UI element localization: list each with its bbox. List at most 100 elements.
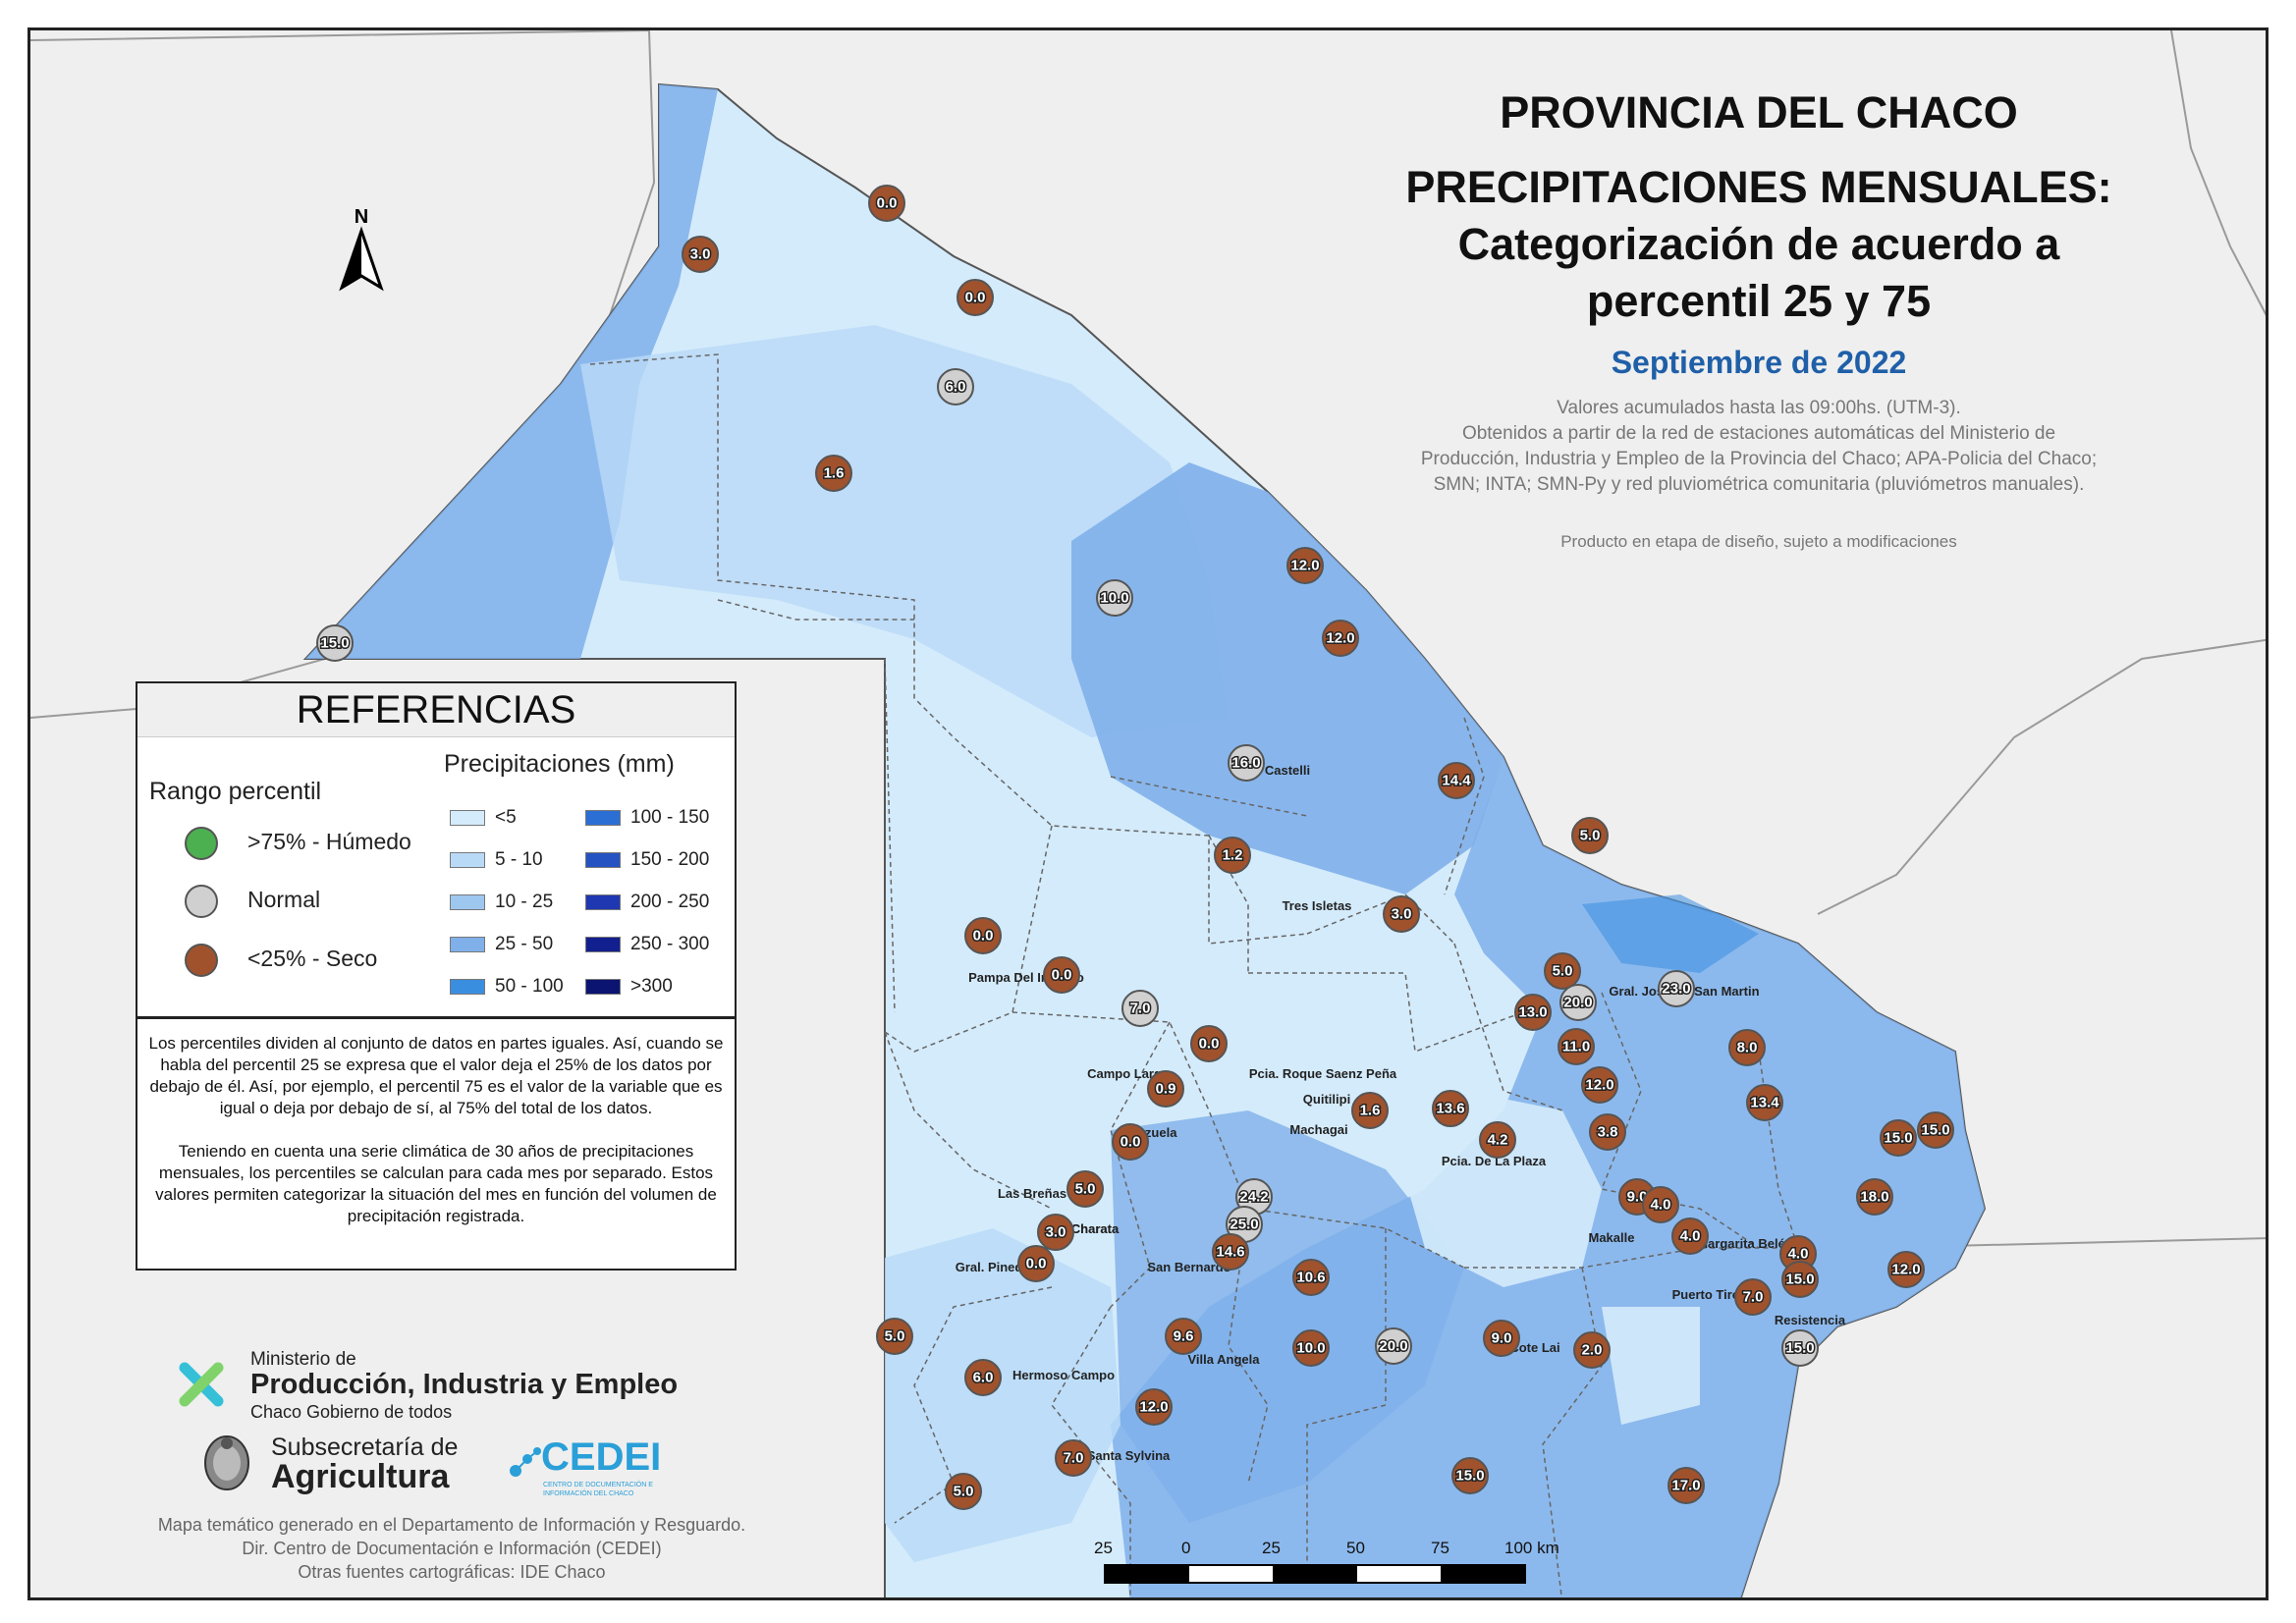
station-marker: 14.6 bbox=[1212, 1233, 1249, 1271]
station-marker: 15.0 bbox=[1917, 1111, 1954, 1149]
station-dot bbox=[1558, 1028, 1595, 1065]
station-marker: 7.0 bbox=[1734, 1278, 1772, 1316]
place-label: Campo Largo bbox=[1087, 1066, 1170, 1081]
station-dot bbox=[1514, 994, 1552, 1031]
station-marker: 10.6 bbox=[1292, 1259, 1330, 1296]
precip-low-swatch-0 bbox=[450, 810, 485, 826]
wet-label: >75% - Húmedo bbox=[247, 829, 411, 854]
source-line2: Obtenidos a partir de la red de estacion… bbox=[1461, 423, 2056, 444]
station-value: 12.0 bbox=[1585, 1077, 1613, 1094]
station-marker: 13.0 bbox=[1514, 994, 1552, 1031]
station-marker: 1.2 bbox=[1214, 837, 1251, 874]
station-value: 5.0 bbox=[1075, 1181, 1096, 1198]
place-label: Charata bbox=[1071, 1221, 1120, 1236]
station-marker: 0.0 bbox=[1190, 1025, 1228, 1062]
north-arrow-icon: N bbox=[339, 206, 384, 292]
precip-high-swatch-1 bbox=[585, 852, 621, 868]
station-value: 12.0 bbox=[1290, 558, 1319, 574]
cedei-sub: CENTRO DE DOCUMENTACIÓN E INFORMACIÓN DE… bbox=[543, 1482, 653, 1497]
station-marker: 1.6 bbox=[1351, 1092, 1389, 1129]
coat-of-arms-icon bbox=[201, 1432, 252, 1492]
station-value: 13.0 bbox=[1518, 1004, 1547, 1021]
station-dot bbox=[1165, 1318, 1202, 1355]
station-marker: 5.0 bbox=[1571, 817, 1609, 854]
station-marker: 0.0 bbox=[868, 185, 905, 222]
scale-tick-3: 50 bbox=[1346, 1539, 1365, 1557]
place-label: Makalle bbox=[1589, 1230, 1635, 1245]
station-dot bbox=[1781, 1261, 1819, 1298]
ministry-sub: Chaco Gobierno de todos bbox=[250, 1402, 453, 1422]
station-dot bbox=[1432, 1090, 1469, 1127]
station-dot bbox=[1479, 1121, 1516, 1159]
station-marker: 3.8 bbox=[1589, 1113, 1626, 1151]
station-marker: 20.0 bbox=[1559, 984, 1597, 1021]
station-dot bbox=[1880, 1119, 1917, 1157]
station-dot bbox=[1483, 1320, 1520, 1357]
station-marker: 5.0 bbox=[876, 1318, 913, 1355]
place-label: Quitilipi bbox=[1303, 1092, 1350, 1107]
station-marker: 0.0 bbox=[957, 279, 994, 316]
province-shape bbox=[302, 82, 1987, 1597]
station-dot bbox=[1212, 1233, 1249, 1271]
station-value: 15.0 bbox=[1921, 1122, 1949, 1139]
station-marker: 0.0 bbox=[1043, 956, 1080, 994]
station-dot bbox=[1292, 1329, 1330, 1367]
precip-low-swatch-3 bbox=[450, 937, 485, 952]
north-label: N bbox=[355, 206, 368, 228]
station-value: 15.0 bbox=[1785, 1271, 1814, 1288]
scale-tick-2: 25 bbox=[1262, 1539, 1281, 1557]
station-marker: 25.0 bbox=[1226, 1206, 1263, 1243]
station-marker: 11.0 bbox=[1558, 1028, 1595, 1065]
source-line1: Valores acumulados hasta las 09:00hs. (U… bbox=[1557, 398, 1961, 418]
station-value: 12.0 bbox=[1326, 630, 1354, 647]
station-value: 23.0 bbox=[1662, 981, 1690, 998]
station-dot bbox=[1375, 1327, 1412, 1365]
station-marker: 12.0 bbox=[1286, 547, 1324, 584]
station-marker: 1.6 bbox=[815, 455, 852, 492]
precip-low-swatch-1 bbox=[450, 852, 485, 868]
station-value: 6.0 bbox=[973, 1370, 994, 1386]
station-value: 5.0 bbox=[1580, 828, 1601, 844]
percentile-note: Los percentiles dividen al conjunto de d… bbox=[136, 1017, 737, 1271]
place-label: Pcia. De La Plaza bbox=[1442, 1154, 1547, 1168]
station-marker: 0.0 bbox=[1017, 1245, 1055, 1282]
station-dot bbox=[1017, 1245, 1055, 1282]
note-paragraph-1: Los percentiles dividen al conjunto de d… bbox=[148, 1034, 724, 1117]
credits-line3: Otras fuentes cartográficas: IDE Chaco bbox=[298, 1562, 606, 1582]
period-title: Septiembre de 2022 bbox=[1611, 345, 1907, 380]
zone-center-pale bbox=[1386, 1091, 1602, 1287]
station-value: 18.0 bbox=[1860, 1189, 1888, 1206]
station-dot bbox=[1581, 1066, 1618, 1104]
station-marker: 12.0 bbox=[1135, 1388, 1173, 1426]
station-value: 9.0 bbox=[1492, 1330, 1512, 1347]
place-label: Santa Sylvina bbox=[1087, 1448, 1171, 1463]
normal-dot-icon bbox=[185, 885, 218, 918]
station-value: 14.4 bbox=[1442, 773, 1471, 789]
station-value: 20.0 bbox=[1563, 995, 1592, 1011]
station-dot bbox=[1887, 1251, 1925, 1288]
precip-high-label-1: 150 - 200 bbox=[630, 849, 710, 870]
station-marker: 23.0 bbox=[1658, 970, 1695, 1007]
station-value: 13.4 bbox=[1750, 1095, 1779, 1111]
station-value: 13.6 bbox=[1436, 1101, 1464, 1117]
station-dot bbox=[1322, 620, 1359, 657]
station-value: 2.0 bbox=[1582, 1342, 1603, 1359]
station-value: 3.0 bbox=[1046, 1224, 1066, 1241]
station-marker: 20.0 bbox=[1375, 1327, 1412, 1365]
source-line4: SMN; INTA; SMN-Py y red pluviométrica co… bbox=[1433, 474, 2085, 495]
station-dot bbox=[1451, 1457, 1489, 1494]
station-marker: 6.0 bbox=[937, 368, 974, 406]
station-marker: 12.0 bbox=[1581, 1066, 1618, 1104]
place-label: Las Breñas bbox=[998, 1186, 1066, 1201]
station-marker: 10.0 bbox=[1292, 1329, 1330, 1367]
station-value: 0.0 bbox=[973, 928, 994, 945]
station-marker: 10.0 bbox=[1096, 579, 1133, 617]
station-value: 3.0 bbox=[690, 246, 711, 263]
station-dot bbox=[815, 455, 852, 492]
precip-low-swatch-4 bbox=[450, 979, 485, 995]
station-marker: 0.0 bbox=[964, 917, 1002, 954]
station-marker: 12.0 bbox=[1887, 1251, 1925, 1288]
scale-tick-5: 100 km bbox=[1504, 1539, 1559, 1557]
place-label: Cote Lai bbox=[1509, 1340, 1559, 1355]
station-value: 1.6 bbox=[824, 465, 845, 482]
